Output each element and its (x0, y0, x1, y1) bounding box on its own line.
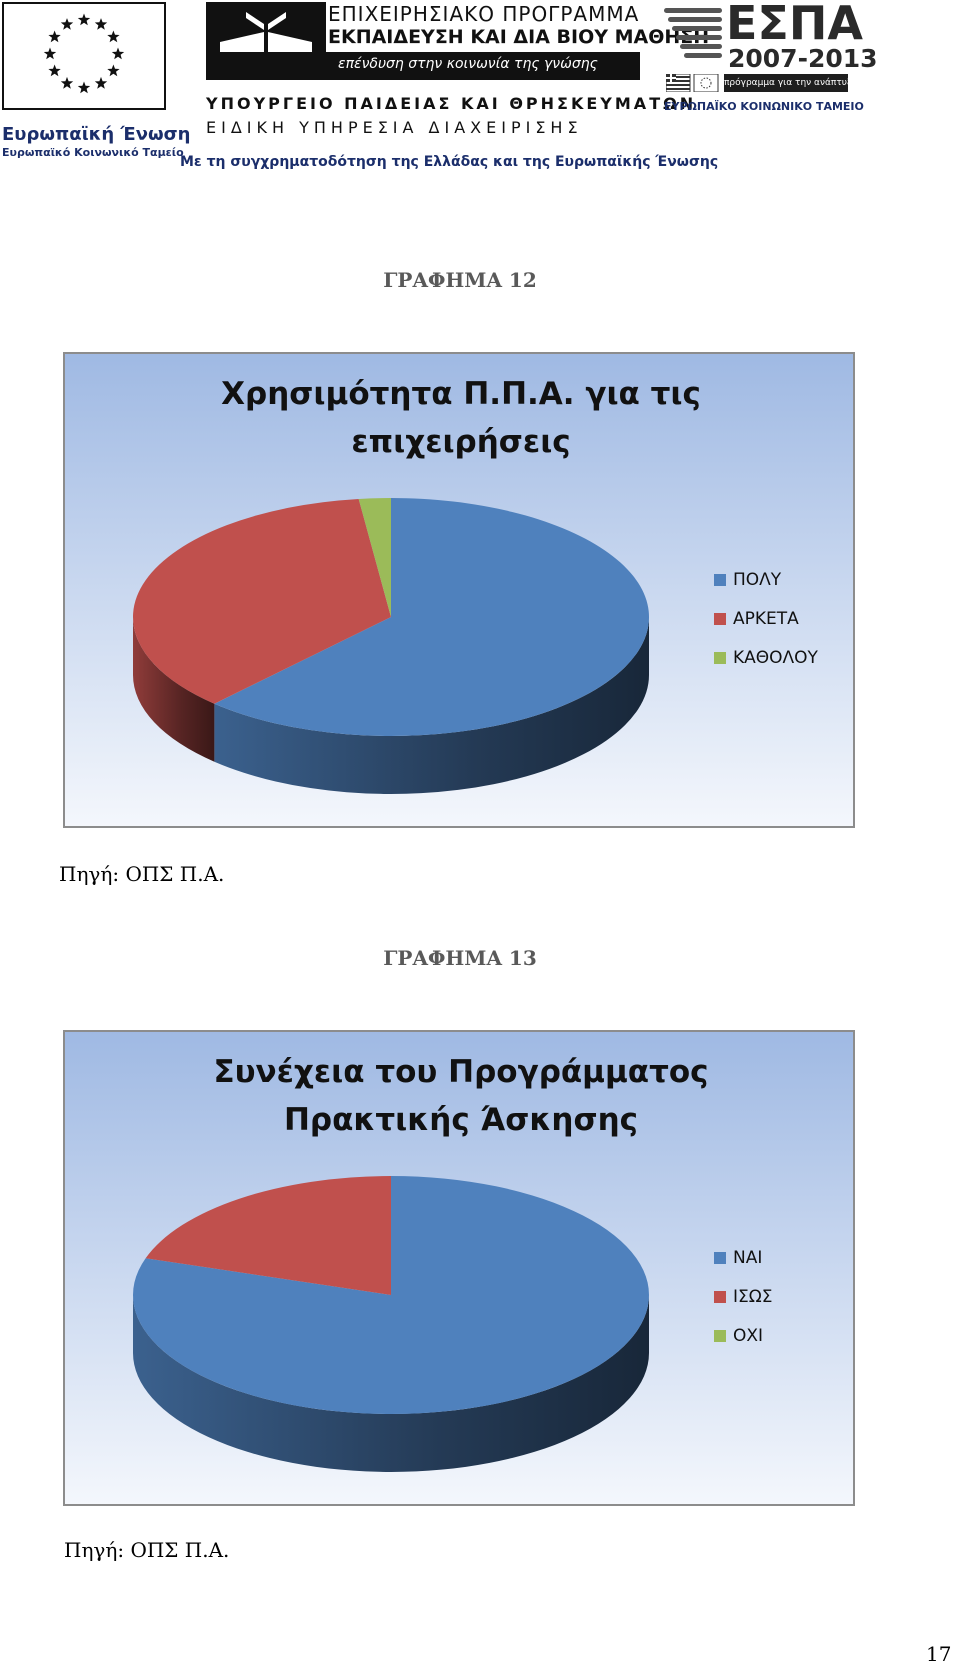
managing-service: ΕΙΔΙΚΗ ΥΠΗΡΕΣΙΑ ΔΙΑΧΕΙΡΙΣΗΣ (206, 118, 583, 137)
chart-title-line: Συνέχεια του Προγράμματος (213, 1054, 708, 1090)
pie-slice-side (133, 1295, 649, 1472)
eu-fund-name: Ευρωπαϊκό Κοινωνικό Ταμείο (2, 146, 184, 159)
chart-title-line: Πρακτικής Άσκησης (284, 1102, 638, 1138)
chart-continuation: Συνέχεια του Προγράμματος Πρακτικής Άσκησ… (63, 1030, 855, 1506)
chart-usefulness: Χρησιμότητα Π.Π.Α. για τις επιχειρήσεις ΠΟ… (63, 352, 855, 828)
chart-title-line: Χρησιμότητα Π.Π.Α. για τις (221, 376, 701, 412)
eu-star-icon (107, 30, 120, 43)
pie-slice-side (214, 617, 649, 794)
eu-star-icon (77, 81, 91, 94)
legend-label: ΠΟΛΥ (733, 570, 782, 590)
espa-years: 2007-2013 (728, 44, 878, 73)
legend-swatch (714, 574, 726, 586)
graph-13-source: Πηγή: ΟΠΣ Π.Α. (64, 1538, 230, 1562)
program-title-line1: ΕΠΙΧΕΙΡΗΣΙΑΚΟ ΠΡΟΓΡΑΜΜΑ (328, 2, 640, 26)
graph-12-source: Πηγή: ΟΠΣ Π.Α. (59, 862, 225, 886)
eu-star-icon (94, 18, 108, 30)
cofunding-note: Με τη συγχρηματοδότηση της Ελλάδας και τ… (180, 154, 719, 170)
eu-name: Ευρωπαϊκή Ένωση (2, 124, 191, 145)
legend-swatch (714, 1291, 726, 1303)
legend-swatch (714, 652, 726, 664)
espa-tagline: πρόγραμμα για την ανάπτυξη (724, 74, 858, 92)
program-title-line2: ΕΚΠΑΙΔΕΥΣΗ ΚΑΙ ΔΙΑ ΒΙΟΥ ΜΑΘΗΣΗ (328, 26, 710, 48)
eu-star-icon (60, 76, 74, 89)
graph-12-caption: ΓΡΑΦΗΜΑ 12 (383, 268, 537, 292)
chart-title-line: επιχειρήσεις (351, 424, 570, 460)
eu-star-icon (77, 13, 91, 26)
pie-slice-ΠΟΛΥ (214, 498, 649, 736)
page-number: 17 (926, 1642, 952, 1666)
eu-star-icon (94, 76, 108, 89)
program-band (206, 52, 640, 80)
legend-swatch (714, 613, 726, 625)
eu-star-icon (43, 47, 57, 60)
legend-swatch (714, 1330, 726, 1342)
legend-label: ΑΡΚΕΤΑ (733, 609, 799, 629)
legend-label: ΙΣΩΣ (733, 1287, 773, 1307)
legend-label: ΟΧΙ (733, 1326, 763, 1346)
pie-slice-side (133, 617, 215, 762)
pie-chart-usefulness: Χρησιμότητα Π.Π.Α. για τις επιχειρήσεις ΠΟ… (63, 352, 855, 828)
header-logos: Ευρωπαϊκή Ένωση Ευρωπαϊκό Κοινωνικό Ταμε… (0, 0, 960, 180)
eu-star-icon (60, 18, 74, 30)
legend-swatch (714, 1252, 726, 1264)
legend-label: ΚΑΘΟΛΟΥ (733, 648, 819, 668)
pie-slice-ΑΡΚΕΤΑ (133, 498, 391, 704)
espa-fund-name: ΕΥΡΩΠΑΪΚΟ ΚΟΙΝΩΝΙΚΟ ΤΑΜΕΙΟ (664, 100, 864, 113)
program-motto: επένδυση στην κοινωνία της γνώσης (338, 56, 598, 72)
pie-slice-ΚΑΘΟΛΟΥ (358, 498, 391, 617)
eu-star-icon (48, 64, 61, 77)
eu-star-icon (111, 47, 125, 60)
eu-flag-logo (2, 2, 166, 110)
espa-stripes-icon (664, 8, 722, 58)
pie-slice-ΝΑΙ (133, 1176, 650, 1414)
pie-slice-ΙΣΩΣ (145, 1176, 391, 1295)
greece-eu-flags-icon (666, 74, 719, 92)
eu-star-icon (48, 30, 61, 43)
graph-13-caption: ΓΡΑΦΗΜΑ 13 (383, 946, 537, 970)
eu-stars-icon (43, 13, 125, 94)
pie-chart-continuation: Συνέχεια του Προγράμματος Πρακτικής Άσκησ… (63, 1030, 855, 1506)
eu-star-icon (107, 64, 120, 77)
espa-logo-text: ΕΣΠΑ (726, 0, 863, 50)
ministry-name: ΥΠΟΥΡΓΕΙΟ ΠΑΙΔΕΙΑΣ ΚΑΙ ΘΡΗΣΚΕΥΜΑΤΩΝ (206, 94, 697, 113)
legend-label: ΝΑΙ (733, 1248, 762, 1268)
